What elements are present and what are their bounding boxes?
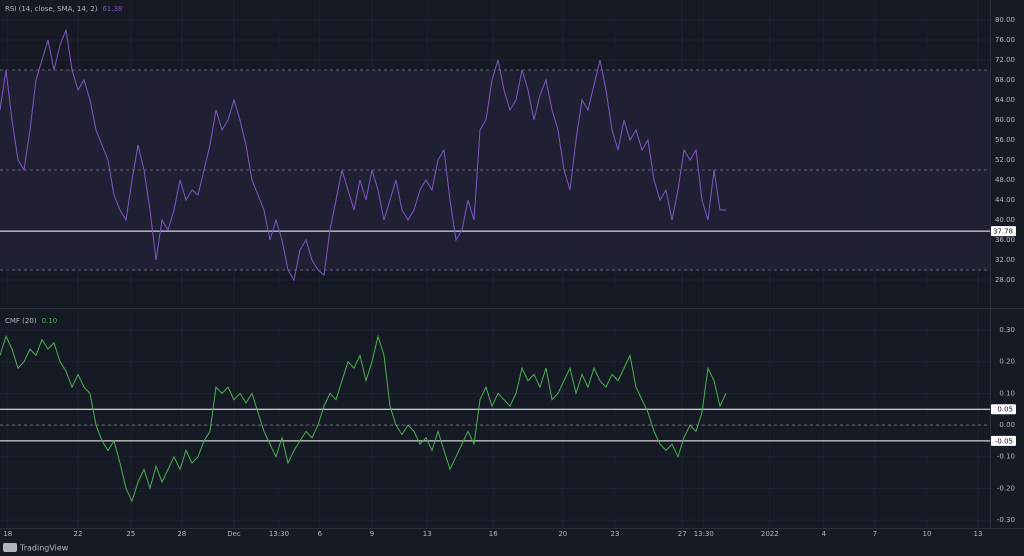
y-tick-label: 52.00 bbox=[995, 156, 1015, 164]
x-tick-label: 4 bbox=[822, 530, 827, 538]
y-tick-label: -0.10 bbox=[997, 453, 1015, 461]
legend-label: CMF (20) bbox=[5, 317, 37, 325]
x-tick-label: 6 bbox=[318, 530, 323, 538]
y-tick-label: 0.00 bbox=[999, 421, 1015, 429]
x-tick-label: 28 bbox=[177, 530, 186, 538]
level-label: 37.78 bbox=[993, 228, 1013, 236]
level-label-box bbox=[991, 226, 1016, 237]
x-tick-label: 22 bbox=[74, 530, 83, 538]
y-tick-label: 60.00 bbox=[995, 116, 1015, 124]
y-tick-label: 36.00 bbox=[995, 236, 1015, 244]
x-tick-label: 13 bbox=[423, 530, 432, 538]
x-tick-label: 27 bbox=[678, 530, 687, 538]
y-tick-label: -0.20 bbox=[997, 484, 1015, 492]
y-tick-label: 72.00 bbox=[995, 56, 1015, 64]
series-line bbox=[0, 334, 727, 503]
y-tick-label: 32.00 bbox=[995, 256, 1015, 264]
x-tick-label: 9 bbox=[370, 530, 374, 538]
series-line bbox=[0, 28, 726, 282]
y-tick-label: 0.10 bbox=[999, 389, 1015, 397]
y-tick-label: 68.00 bbox=[995, 76, 1015, 84]
level-label-box bbox=[991, 404, 1016, 415]
x-tick-label: 23 bbox=[611, 530, 620, 538]
x-tick-label: 20 bbox=[558, 530, 567, 538]
x-tick-label: 25 bbox=[126, 530, 135, 538]
x-tick-label: 13:30 bbox=[694, 530, 714, 538]
x-tick-label: 18 bbox=[3, 530, 12, 538]
y-tick-label: 0.20 bbox=[999, 358, 1015, 366]
y-tick-label: 0.30 bbox=[999, 326, 1015, 334]
y-tick-label: 56.00 bbox=[995, 136, 1015, 144]
y-tick-label: 64.00 bbox=[995, 96, 1015, 104]
x-tick-label: 13 bbox=[974, 530, 983, 538]
footer: TradingView bbox=[19, 544, 69, 553]
y-tick-label: 80.00 bbox=[995, 16, 1015, 24]
x-tick-label: 2022 bbox=[761, 530, 779, 538]
x-tick-label: Dec bbox=[227, 530, 241, 538]
x-tick-label: 10 bbox=[923, 530, 932, 538]
y-tick-label: 28.00 bbox=[995, 276, 1015, 284]
y-tick-label: 44.00 bbox=[995, 196, 1015, 204]
level-label-box bbox=[991, 435, 1016, 446]
logo-icon bbox=[3, 543, 17, 552]
level-label: 0.05 bbox=[997, 406, 1013, 414]
x-tick-label: 13:30 bbox=[269, 530, 289, 538]
y-tick-label: 40.00 bbox=[995, 216, 1015, 224]
legend-label: RSI (14, close, SMA, 14, 2) bbox=[5, 5, 98, 13]
level-label: -0.05 bbox=[995, 437, 1013, 445]
y-tick-label: 48.00 bbox=[995, 176, 1015, 184]
legend-value: 0.10 bbox=[42, 317, 58, 325]
y-tick-label: -0.30 bbox=[997, 516, 1015, 524]
y-tick-label: 76.00 bbox=[995, 36, 1015, 44]
legend-value: 61.38 bbox=[102, 5, 122, 13]
x-tick-label: 16 bbox=[489, 530, 498, 538]
x-tick-label: 7 bbox=[873, 530, 877, 538]
